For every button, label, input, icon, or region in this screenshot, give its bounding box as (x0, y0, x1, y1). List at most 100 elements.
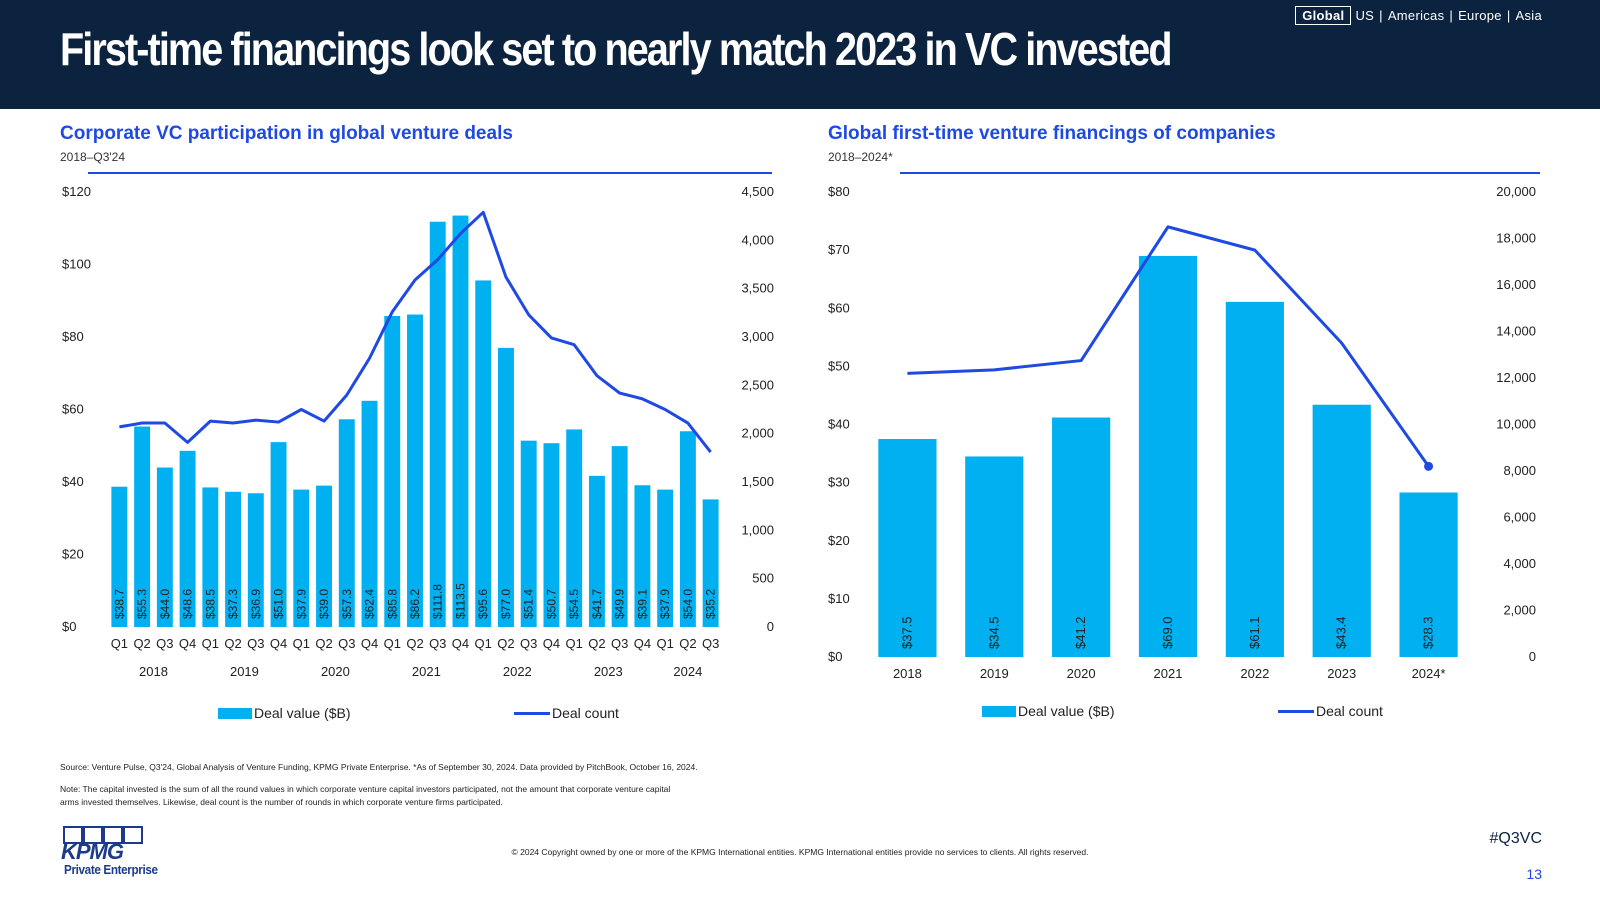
region-tab-us[interactable]: US (1355, 8, 1375, 23)
source-note: Source: Venture Pulse, Q3'24, Global Ana… (60, 762, 698, 772)
bar-data-label: $86.2 (408, 589, 422, 619)
x-tick-label: Q2 (224, 636, 241, 651)
y-left-tick-label: $0 (828, 649, 842, 664)
bar-swatch-icon (218, 707, 252, 719)
bar-data-label: $54.5 (567, 589, 581, 619)
right-title-rule (900, 172, 1540, 174)
y-left-tick-label: $50 (828, 358, 850, 373)
y-right-tick-label: 0 (767, 619, 774, 634)
right-chart-title: Global first-time venture financings of … (828, 123, 1276, 144)
region-tab-americas[interactable]: Americas (1387, 8, 1445, 23)
region-tab-asia[interactable]: Asia (1515, 8, 1542, 23)
header-bar: First-time financings look set to nearly… (0, 0, 1600, 109)
bar (452, 215, 469, 627)
bar-data-label: $43.4 (1334, 616, 1349, 649)
x-tick-label: Q4 (634, 636, 651, 651)
copyright: © 2024 Copyright owned by one or more of… (511, 847, 1089, 857)
region-nav: Global US | Americas | Europe | Asia (1295, 6, 1542, 25)
bar (202, 487, 219, 627)
region-tab-europe[interactable]: Europe (1458, 8, 1502, 23)
deal-count-line (907, 225, 1430, 468)
bar-data-label: $41.2 (1073, 616, 1088, 649)
bar-data-label: $38.5 (203, 589, 217, 619)
y-left-tick-label: $0 (62, 619, 76, 634)
bar (1399, 492, 1458, 657)
y-right-tick-label: 18,000 (1496, 231, 1536, 246)
bar-data-label: $36.9 (249, 589, 263, 619)
y-right-tick-label: 10,000 (1496, 417, 1536, 432)
y-right-tick-label: 2,000 (1503, 603, 1536, 618)
bar (429, 221, 446, 627)
bar-data-label: $39.1 (635, 589, 649, 619)
bar-data-label: $37.9 (294, 589, 308, 619)
y-left-tick-label: $40 (828, 417, 850, 432)
y-right-tick-label: 12,000 (1496, 370, 1536, 385)
left-title-rule (88, 172, 772, 174)
bar-data-label: $54.0 (681, 589, 695, 619)
y-left-tick-label: $10 (828, 591, 850, 606)
bar (498, 347, 514, 627)
bar (965, 456, 1024, 657)
x-tick-label: Q1 (656, 636, 673, 651)
left-chart-subtitle: 2018–Q3'24 (60, 150, 126, 164)
bar-data-label: $37.3 (226, 589, 240, 619)
bar-data-label: $39.0 (317, 589, 331, 619)
bar (247, 493, 264, 627)
bar-data-label: $57.3 (340, 589, 354, 619)
bar (179, 450, 196, 627)
bar (316, 485, 332, 627)
y-left-tick-label: $20 (828, 533, 850, 548)
bar (407, 314, 423, 627)
x-tick-label: Q3 (429, 636, 446, 651)
y-left-tick-label: $60 (62, 402, 84, 417)
x-year-group-label: 2023 (594, 664, 623, 679)
x-tick-label: Q4 (543, 636, 560, 651)
bar-data-label: $28.3 (1421, 616, 1436, 649)
y-right-tick-label: 6,000 (1503, 510, 1536, 525)
y-left-tick-label: $80 (828, 184, 850, 199)
bar (634, 485, 651, 627)
legend-bar-label: Deal value ($B) (1018, 703, 1115, 719)
x-tick-label: Q1 (293, 636, 310, 651)
bar-data-label: $51.0 (272, 589, 286, 619)
bar (475, 280, 492, 627)
left-legend-line: Deal count (514, 705, 619, 721)
left-combo-chart: $0 $20 $40 $60 $80 $100 $120 0 500 1,000 1,500 2,00… (62, 184, 774, 679)
x-tick-label: 2021 (1154, 666, 1183, 681)
bar-data-label: $48.6 (181, 589, 195, 619)
x-tick-label: Q1 (475, 636, 492, 651)
legend-line-label: Deal count (1316, 703, 1383, 719)
region-separator: | (1379, 8, 1383, 23)
legend-bar-label: Deal value ($B) (254, 705, 351, 721)
y-right-tick-label: 4,500 (741, 184, 774, 199)
page-number: 13 (1526, 866, 1542, 882)
bar-data-label: $38.7 (112, 589, 126, 619)
x-tick-label: Q2 (497, 636, 514, 651)
hashtag: #Q3VC (1489, 830, 1542, 847)
x-year-group-label: 2022 (503, 664, 532, 679)
x-tick-label: Q1 (202, 636, 219, 651)
y-right-tick-label: 4,000 (741, 232, 774, 247)
bar-data-label: $37.9 (658, 589, 672, 619)
x-tick-label: Q3 (338, 636, 355, 651)
region-separator: | (1449, 8, 1454, 23)
bar (520, 440, 537, 627)
legend-line-label: Deal count (552, 705, 619, 721)
x-tick-label: Q2 (133, 636, 150, 651)
region-tab-global[interactable]: Global (1295, 6, 1352, 25)
x-year-group-label: 2024 (673, 664, 702, 679)
bar (543, 443, 560, 627)
bar (338, 419, 355, 627)
logo-subtitle: Private Enterprise (64, 862, 158, 877)
bar (384, 315, 401, 627)
bar (679, 431, 696, 627)
note-line-1: Note: The capital invested is the sum of… (60, 784, 671, 794)
region-separator: | (1506, 8, 1511, 23)
x-tick-label: Q3 (247, 636, 264, 651)
x-tick-label: 2022 (1240, 666, 1269, 681)
x-year-group-label: 2021 (412, 664, 441, 679)
y-left-tick-label: $20 (62, 547, 84, 562)
y-left-tick-label: $70 (828, 242, 850, 257)
bar-data-label: $50.7 (544, 589, 558, 619)
x-tick-label: Q2 (315, 636, 332, 651)
